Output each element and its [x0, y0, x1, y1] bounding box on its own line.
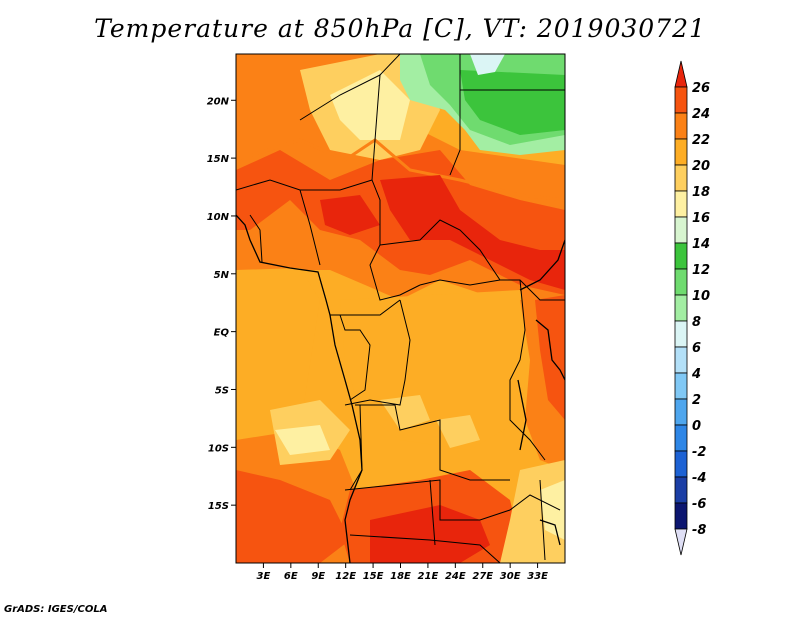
- colorbar-swatch: [674, 216, 688, 244]
- temperature-field: [236, 54, 565, 563]
- lon-tick-label: 9E: [311, 571, 325, 582]
- colorbar-label: 4: [691, 367, 701, 382]
- colorbar-swatch: [674, 502, 688, 530]
- colorbar-label: 22: [692, 133, 710, 148]
- lat-tick-label: 10S: [208, 443, 229, 454]
- lon-tick-label: 27E: [472, 571, 493, 582]
- colorbar-label: 18: [692, 185, 710, 200]
- colorbar-swatch: [674, 372, 688, 400]
- lon-tick-label: 30E: [500, 571, 521, 582]
- colorbar-swatch: [674, 138, 688, 166]
- lon-tick-label: 21E: [418, 571, 439, 582]
- colorbar-label: 8: [692, 315, 701, 330]
- colorbar-swatch: [674, 450, 688, 478]
- colorbar-label: -8: [692, 523, 706, 538]
- latitude-axis: 20N 15N 10N 5N EQ 5S 10S 15S: [207, 96, 236, 512]
- temp-band-16-18-southeast: [540, 480, 565, 540]
- lat-tick-label: 15S: [208, 501, 229, 512]
- lon-tick-label: 15E: [363, 571, 384, 582]
- temp-band-20-22-coast: [236, 268, 320, 440]
- lon-tick-label: 18E: [390, 571, 411, 582]
- lat-tick-label: EQ: [214, 328, 230, 339]
- lat-tick-label: 5S: [215, 385, 229, 396]
- colorbar-swatch: [674, 294, 688, 322]
- colorbar-swatch: [674, 164, 688, 192]
- temp-band-12-14: [460, 70, 565, 135]
- lat-tick-label: 10N: [207, 212, 230, 223]
- chart-title: Temperature at 850hPa [C], VT: 201903072…: [94, 14, 706, 43]
- footer-credit: GrADS: IGES/COLA: [4, 604, 108, 615]
- temp-band-18-20-southeast: [500, 460, 565, 563]
- colorbar-swatch: [674, 112, 688, 140]
- lon-tick-label: 3E: [257, 571, 271, 582]
- colorbar-label: 10: [692, 289, 710, 304]
- lat-tick-label: 15N: [207, 154, 230, 165]
- lon-tick-label: 24E: [445, 571, 466, 582]
- colorbar-label: -4: [692, 471, 706, 486]
- temp-band-16-18-north: [330, 70, 410, 140]
- colorbar-label: 12: [692, 263, 710, 278]
- colorbar-swatch: [674, 268, 688, 296]
- colorbar-cap-top: [674, 60, 688, 88]
- longitude-axis: 3E 6E 9E 12E 15E 18E 21E 24E 27E 30E 33E: [257, 563, 548, 582]
- temp-band-24-26-southwest: [236, 470, 350, 563]
- lat-tick-label: 20N: [207, 96, 230, 107]
- colorbar-label: -6: [692, 497, 706, 512]
- colorbar-label: 24: [692, 107, 710, 122]
- lon-tick-label: 6E: [284, 571, 298, 582]
- temp-band-18-20-interior-2: [436, 415, 480, 448]
- colorbar-cap-bottom: [674, 528, 688, 556]
- colorbar-label: 14: [692, 237, 710, 252]
- colorbar-swatch: [674, 242, 688, 270]
- colorbar-label: 0: [692, 419, 701, 434]
- lon-tick-label: 33E: [527, 571, 548, 582]
- colorbar-swatch: [674, 398, 688, 426]
- lon-tick-label: 12E: [335, 571, 356, 582]
- colorbar-swatch: [674, 320, 688, 348]
- temp-band-16-18-angola: [275, 425, 330, 455]
- colorbar-label: 20: [692, 159, 710, 174]
- temp-band-26-plus-sahel: [380, 175, 565, 290]
- colorbar-label: 26: [692, 81, 710, 96]
- colorbar-swatch: [674, 190, 688, 218]
- colorbar-swatch: [674, 346, 688, 374]
- colorbar-label: 2: [692, 393, 701, 408]
- colorbar-swatch: [674, 476, 688, 504]
- colorbar-swatch: [674, 86, 688, 114]
- coastline: [236, 214, 565, 563]
- temp-band-6-8: [470, 54, 505, 75]
- colorbar-label: -2: [692, 445, 706, 460]
- colorbar-label: 6: [692, 341, 701, 356]
- temp-band-26-plus-west: [320, 195, 380, 235]
- country-borders: [236, 54, 565, 563]
- lat-tick-label: 5N: [214, 270, 230, 281]
- colorbar-swatch: [674, 424, 688, 452]
- colorbar-label: 16: [692, 211, 710, 226]
